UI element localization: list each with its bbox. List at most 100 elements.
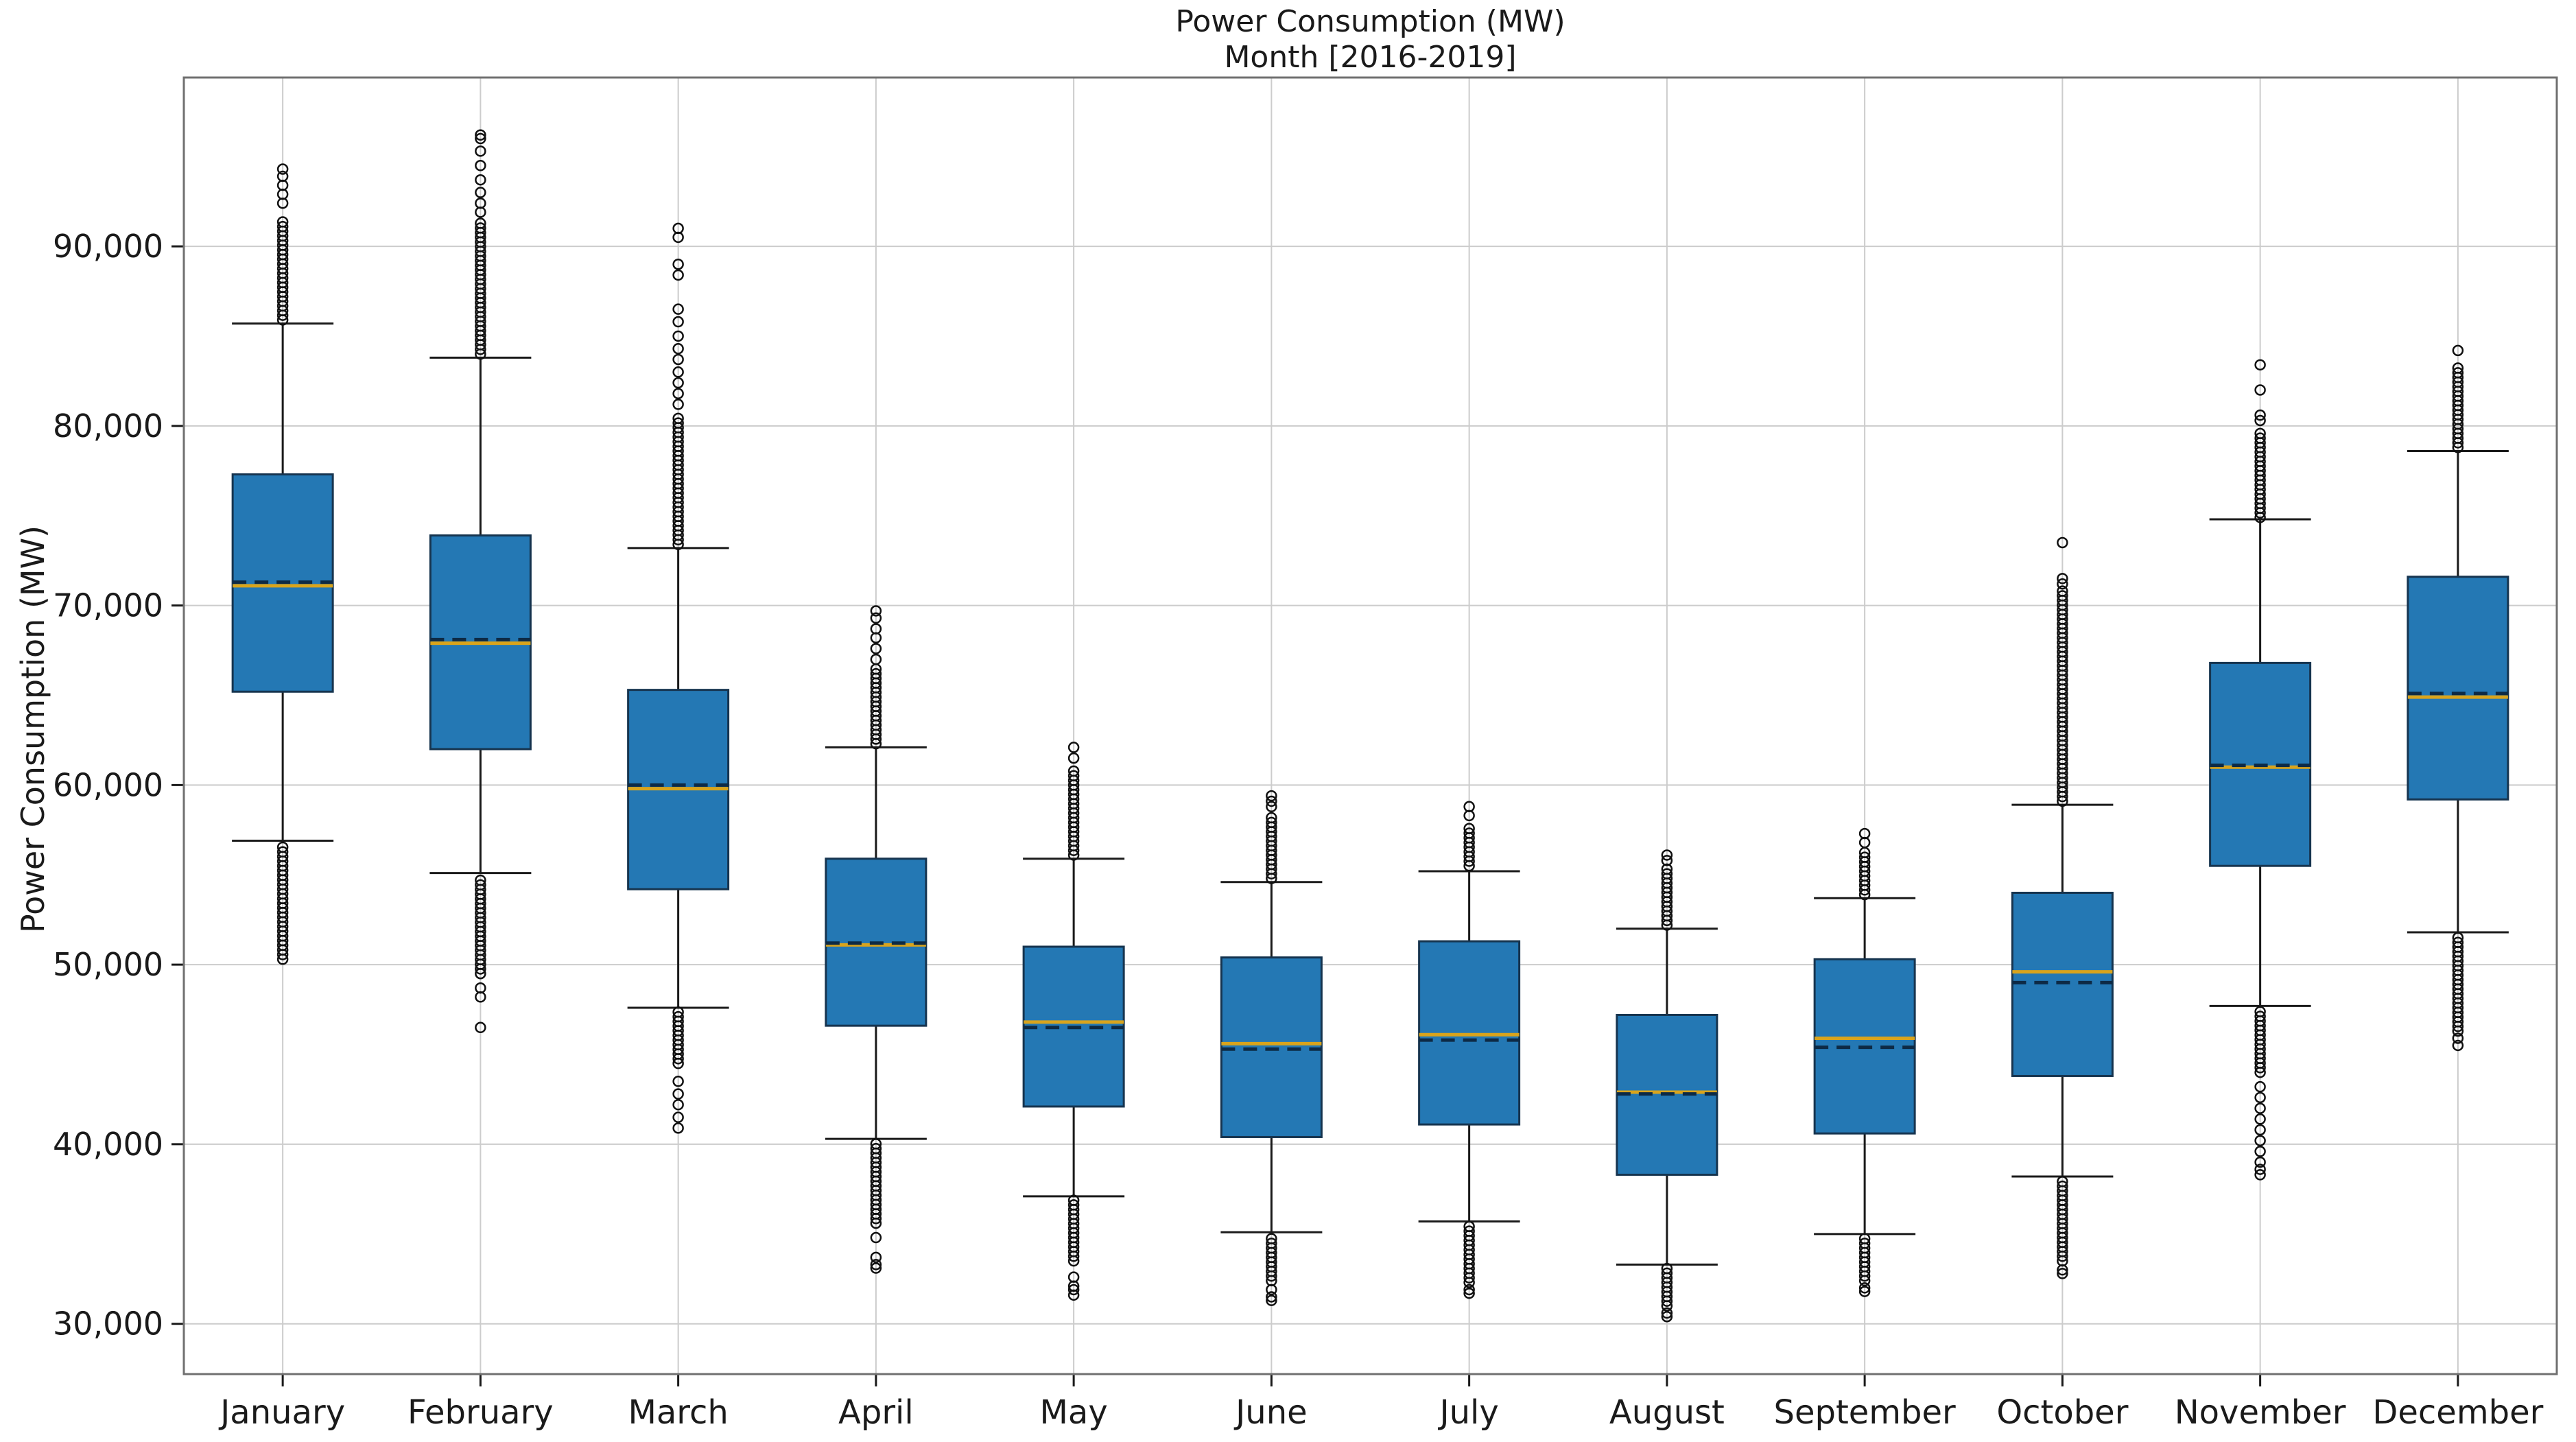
- flier-high-april-21: [870, 612, 882, 624]
- flier-high-august-12: [1661, 863, 1673, 875]
- flier-high-july-10: [1463, 801, 1475, 813]
- box-july: [1418, 940, 1521, 1126]
- flier-low-november-21: [2254, 1156, 2266, 1168]
- x-tick-label-june: June: [1233, 1393, 1308, 1432]
- flier-low-june-8: [1266, 1238, 1277, 1249]
- flier-high-april-17: [870, 653, 882, 665]
- flier-low-june-10: [1266, 1284, 1277, 1296]
- flier-high-june-13: [1266, 812, 1277, 824]
- flier-high-october-45: [2057, 585, 2068, 597]
- flier-high-december-17: [2452, 362, 2464, 374]
- flier-high-may-19: [1067, 752, 1080, 764]
- x-tick-label-february: February: [407, 1393, 554, 1432]
- flier-low-april-19: [870, 1251, 882, 1264]
- flier-high-september-8: [1858, 851, 1871, 863]
- x-tick-label-july: July: [1437, 1393, 1498, 1432]
- flier-low-february-20: [475, 874, 486, 886]
- x-tick-label-may: May: [1040, 1393, 1108, 1432]
- flier-low-may-13: [1067, 1194, 1080, 1206]
- x-tick-label-january: January: [218, 1393, 345, 1432]
- flier-low-september-8: [1858, 1238, 1871, 1249]
- flier-low-april-21: [870, 1262, 882, 1274]
- flier-high-october-48: [2057, 536, 2068, 549]
- x-tick-label-october: October: [1996, 1393, 2128, 1432]
- flier-high-march-37: [672, 269, 684, 281]
- flier-low-august-8: [1661, 1262, 1673, 1275]
- flier-high-june-15: [1266, 795, 1277, 807]
- flier-high-january-21: [276, 216, 289, 228]
- x-tick-label-august: August: [1609, 1393, 1725, 1432]
- flier-low-april-20: [870, 1259, 882, 1270]
- x-tick-label-march: March: [628, 1393, 728, 1432]
- flier-low-november-22: [2254, 1163, 2266, 1175]
- y-tick-label-40000: 40,000: [53, 1126, 163, 1163]
- flier-high-may-18: [1067, 765, 1080, 777]
- flier-high-october-46: [2057, 578, 2068, 590]
- flier-low-july-11: [1463, 1225, 1475, 1237]
- flier-low-september-9: [1858, 1233, 1871, 1244]
- flier-low-october-19: [2057, 1268, 2068, 1279]
- y-axis-label: Power Consumption (MW): [14, 525, 51, 934]
- flier-high-february-34: [475, 145, 486, 157]
- x-tick-label-november: November: [2175, 1393, 2346, 1432]
- flier-low-december-21: [2452, 1032, 2464, 1044]
- y-tick-label-70000: 70,000: [53, 587, 163, 624]
- flier-high-november-22: [2254, 359, 2266, 371]
- flier-low-november-19: [2254, 1135, 2266, 1146]
- flier-low-march-12: [672, 1076, 684, 1087]
- flier-low-november-16: [2254, 1102, 2266, 1114]
- flier-low-march-13: [672, 1088, 684, 1100]
- flier-high-march-26: [672, 417, 684, 429]
- flier-low-august-9: [1661, 1307, 1673, 1319]
- flier-high-march-31: [672, 366, 684, 378]
- flier-high-july-8: [1463, 823, 1475, 834]
- flier-high-june-14: [1266, 801, 1277, 813]
- flier-low-june-12: [1266, 1295, 1277, 1306]
- flier-low-november-20: [2254, 1146, 2266, 1157]
- flier-high-february-32: [475, 174, 486, 186]
- flier-high-march-29: [672, 388, 684, 399]
- y-tick-label-80000: 80,000: [53, 407, 163, 445]
- chart-title: Power Consumption (MW) Month [2016-2019]: [184, 4, 2557, 75]
- flier-high-november-21: [2254, 384, 2266, 396]
- flier-low-july-13: [1463, 1284, 1475, 1296]
- flier-low-march-11: [672, 1006, 684, 1018]
- x-tick-label-december: December: [2372, 1393, 2543, 1432]
- flier-low-december-22: [2452, 1039, 2464, 1052]
- flier-high-august-11: [1661, 868, 1673, 879]
- flier-low-november-12: [2254, 1010, 2266, 1022]
- flier-low-november-15: [2254, 1091, 2266, 1104]
- flier-low-november-13: [2254, 1006, 2266, 1017]
- flier-high-april-22: [870, 605, 882, 617]
- flier-low-december-19: [2452, 936, 2464, 948]
- flier-high-november-18: [2254, 427, 2266, 440]
- flier-low-november-23: [2254, 1169, 2266, 1181]
- flier-high-march-35: [672, 316, 684, 328]
- flier-high-july-7: [1463, 827, 1475, 839]
- y-tick-label-60000: 60,000: [53, 766, 163, 803]
- chart-title-line2: Month [2016-2019]: [1224, 40, 1517, 75]
- flier-low-november-14: [2254, 1080, 2266, 1093]
- flier-high-may-17: [1067, 770, 1080, 782]
- flier-high-december-16: [2452, 367, 2464, 379]
- flier-low-july-14: [1463, 1287, 1475, 1299]
- flier-low-april-18: [870, 1231, 882, 1244]
- flier-low-march-10: [672, 1010, 684, 1023]
- flier-high-february-28: [475, 217, 486, 229]
- flier-low-september-10: [1858, 1282, 1871, 1294]
- flier-low-march-16: [672, 1122, 684, 1134]
- flier-high-march-32: [672, 353, 684, 366]
- plot-border: [182, 76, 2558, 1375]
- flier-low-march-14: [672, 1099, 684, 1111]
- flier-low-june-11: [1266, 1291, 1277, 1303]
- flier-low-november-18: [2254, 1124, 2266, 1136]
- flier-high-march-28: [672, 399, 684, 410]
- flier-low-march-15: [672, 1111, 684, 1123]
- flier-high-october-47: [2057, 573, 2068, 584]
- flier-low-february-23: [475, 1021, 486, 1034]
- flier-high-august-13: [1661, 855, 1673, 866]
- chart-title-line1: Power Consumption (MW): [1175, 4, 1565, 39]
- flier-low-may-16: [1067, 1284, 1080, 1296]
- flier-high-april-18: [870, 643, 882, 654]
